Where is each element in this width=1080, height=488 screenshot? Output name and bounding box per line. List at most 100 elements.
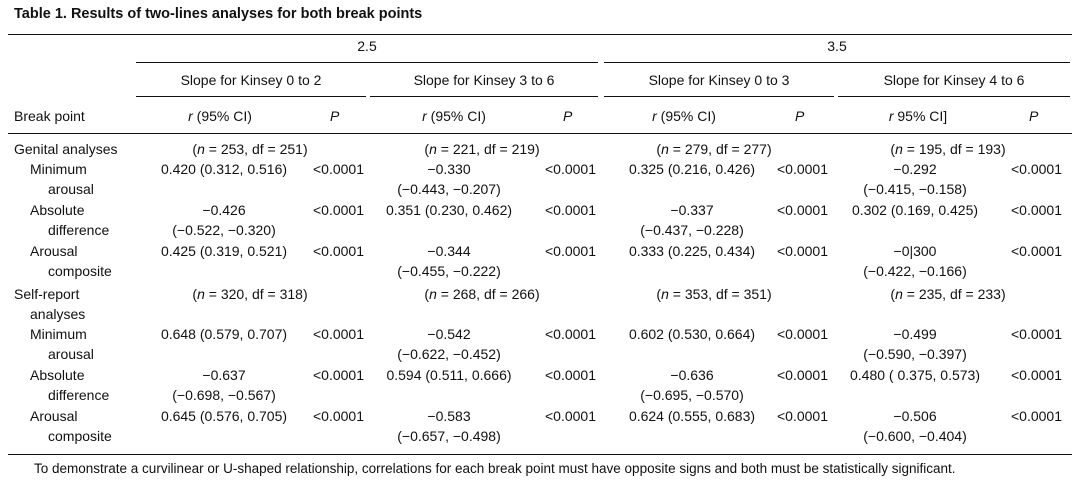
cell-ci-value: (−0.455, −0.222) <box>397 263 501 279</box>
row-label: Arousal <box>30 243 78 259</box>
bottom-rule <box>8 454 1072 455</box>
cell-r-value: 0.648 (0.579, 0.707) <box>160 326 288 342</box>
slope-rule-4 <box>838 96 1070 97</box>
cell-ci-value: (−0.698, −0.567) <box>172 387 276 403</box>
cell-p-value: <0.0001 <box>1011 408 1062 424</box>
cell-r-value: −0.292 <box>893 161 937 177</box>
section-label-selfreport-2: analyses <box>30 306 86 322</box>
section-label-selfreport: Self-report <box>14 286 80 302</box>
p-header-4: P <box>1029 108 1039 124</box>
cell-r-value: −0.337 <box>670 202 714 218</box>
row-label: Absolute <box>30 202 85 218</box>
cell-ci-value: (−0.443, −0.207) <box>397 181 501 197</box>
cell-r-value: 0.333 (0.225, 0.434) <box>628 243 756 259</box>
slope-header-3: Slope for Kinsey 0 to 3 <box>648 72 790 88</box>
row-label-continued: arousal <box>48 346 94 362</box>
n-selfreport-3: (n = 353, df = 351) <box>656 286 772 302</box>
cell-p-value: <0.0001 <box>313 367 364 383</box>
cell-p-value: <0.0001 <box>545 408 596 424</box>
n-selfreport-2: (n = 268, df = 266) <box>424 286 540 302</box>
cell-r-value: −0|300 <box>893 243 937 259</box>
cell-p-value: <0.0001 <box>1011 243 1062 259</box>
cell-r-value: −0.344 <box>427 243 471 259</box>
r-header-3: r (95% CI) <box>652 108 716 124</box>
section-label-genital: Genital analyses <box>14 141 118 157</box>
cell-ci-value: (−0.657, −0.498) <box>397 428 501 444</box>
table-title: Table 1. Results of two-lines analyses f… <box>14 6 423 22</box>
cell-p-value: <0.0001 <box>1011 367 1062 383</box>
cell-ci-value: (−0.415, −0.158) <box>863 181 967 197</box>
slope-header-1: Slope for Kinsey 0 to 2 <box>180 72 322 88</box>
cell-r-value: −0.506 <box>893 408 937 424</box>
cell-ci-value: (−0.522, −0.320) <box>172 222 276 238</box>
group-rule-3-5 <box>604 62 1070 63</box>
break-point-header: Break point <box>14 108 85 124</box>
cell-ci-value: (−0.695, −0.570) <box>640 387 744 403</box>
cell-r-value: −0.542 <box>427 326 471 342</box>
cell-p-value: <0.0001 <box>777 408 828 424</box>
cell-r-value: 0.624 (0.555, 0.683) <box>628 408 756 424</box>
cell-ci-value: (−0.590, −0.397) <box>863 346 967 362</box>
row-label-continued: difference <box>48 387 110 403</box>
row-label-continued: composite <box>48 428 112 444</box>
cell-p-value: <0.0001 <box>313 326 364 342</box>
cell-p-value: <0.0001 <box>1011 202 1062 218</box>
top-rule <box>8 34 1072 35</box>
group-header-3-5: 3.5 <box>827 38 847 54</box>
p-header-3: P <box>795 108 805 124</box>
cell-r-value: 0.645 (0.576, 0.705) <box>160 408 288 424</box>
row-label: Arousal <box>30 408 78 424</box>
cell-p-value: <0.0001 <box>545 161 596 177</box>
cell-p-value: <0.0001 <box>545 243 596 259</box>
slope-rule-2 <box>370 96 598 97</box>
cell-r-value: 0.480 ( 0.375, 0.573) <box>850 367 980 383</box>
cell-ci-value: (−0.622, −0.452) <box>397 346 501 362</box>
cell-p-value: <0.0001 <box>313 161 364 177</box>
cell-r-value: 0.302 (0.169, 0.425) <box>851 202 979 218</box>
n-genital-3: (n = 279, df = 277) <box>656 141 772 157</box>
cell-r-value: 0.425 (0.319, 0.521) <box>160 243 288 259</box>
cell-p-value: <0.0001 <box>1011 161 1062 177</box>
n-genital-2: (n = 221, df = 219) <box>424 141 540 157</box>
r-header-2: r (95% CI) <box>422 108 486 124</box>
cell-r-value: −0.637 <box>202 367 246 383</box>
slope-header-4: Slope for Kinsey 4 to 6 <box>883 72 1025 88</box>
cell-r-value: 0.594 (0.511, 0.666) <box>386 367 512 383</box>
cell-p-value: <0.0001 <box>313 202 364 218</box>
cell-p-value: <0.0001 <box>313 243 364 259</box>
cell-ci-value: (−0.437, −0.228) <box>640 222 744 238</box>
r-header-4: r 95% CI] <box>888 108 948 124</box>
row-label-continued: composite <box>48 263 112 279</box>
cell-p-value: <0.0001 <box>545 326 596 342</box>
header-rule <box>8 133 1072 134</box>
cell-ci-value: (−0.600, −0.404) <box>863 428 967 444</box>
cell-p-value: <0.0001 <box>777 161 828 177</box>
slope-header-2: Slope for Kinsey 3 to 6 <box>413 72 555 88</box>
cell-p-value: <0.0001 <box>1011 326 1062 342</box>
cell-p-value: <0.0001 <box>545 202 596 218</box>
p-header-2: P <box>563 108 573 124</box>
cell-p-value: <0.0001 <box>545 367 596 383</box>
slope-rule-3 <box>604 96 834 97</box>
cell-r-value: 0.602 (0.530, 0.664) <box>628 326 756 342</box>
slope-rule-1 <box>136 96 366 97</box>
cell-r-value: −0.499 <box>893 326 937 342</box>
cell-r-value: −0.426 <box>202 202 246 218</box>
r-header-1: r (95% CI) <box>188 108 252 124</box>
cell-r-value: 0.420 (0.312, 0.516) <box>160 161 288 177</box>
row-label: Absolute <box>30 367 85 383</box>
n-selfreport-1: (n = 320, df = 318) <box>192 286 308 302</box>
p-header-1: P <box>330 108 340 124</box>
group-header-2-5: 2.5 <box>357 38 377 54</box>
cell-p-value: <0.0001 <box>777 326 828 342</box>
row-label-continued: arousal <box>48 181 94 197</box>
cell-r-value: 0.351 (0.230, 0.462) <box>385 202 513 218</box>
row-label: Minimum <box>30 161 87 177</box>
cell-r-value: 0.325 (0.216, 0.426) <box>628 161 756 177</box>
group-rule-2-5 <box>136 62 598 63</box>
table-footnote: To demonstrate a curvilinear or U-shaped… <box>34 461 956 476</box>
cell-p-value: <0.0001 <box>777 367 828 383</box>
n-selfreport-4: (n = 235, df = 233) <box>890 286 1006 302</box>
cell-r-value: −0.636 <box>670 367 714 383</box>
